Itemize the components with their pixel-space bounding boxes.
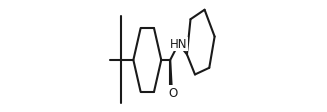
Text: HN: HN <box>170 38 187 51</box>
Text: O: O <box>168 86 178 99</box>
